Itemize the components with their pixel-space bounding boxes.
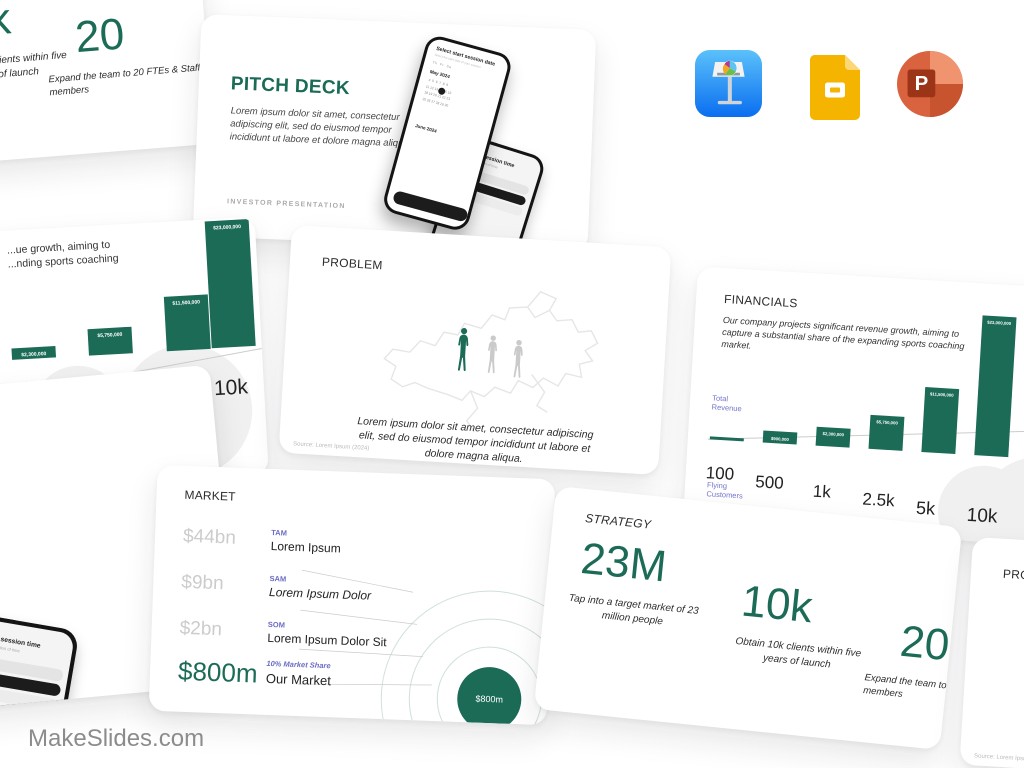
- svg-text:$900,000: $900,000: [771, 436, 790, 442]
- svg-text:P: P: [915, 72, 929, 95]
